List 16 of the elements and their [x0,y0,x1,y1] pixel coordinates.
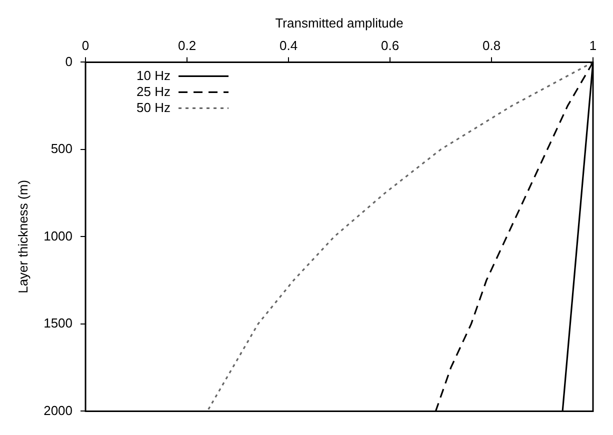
x-tick-label: 1 [589,38,597,53]
y-tick-label: 0 [65,54,73,69]
y-tick-label: 2000 [44,402,73,418]
x-axis-title: Transmitted amplitude [275,15,404,30]
y-tick-label: 500 [50,141,73,156]
x-tick-label: 0.2 [178,38,196,53]
x-tick-label: 0.6 [380,38,400,53]
legend-label: 10 Hz [136,68,171,83]
x-tick-label: 0.8 [482,38,501,53]
legend-label: 25 Hz [136,84,171,99]
legend-label: 50 Hz [136,100,171,115]
y-axis-title: Layer thickness (m) [15,180,30,294]
x-tick-label: 0.4 [279,38,298,53]
x-tick-label: 0 [82,38,90,53]
y-tick-label: 1500 [44,316,73,331]
y-tick-label: 1000 [44,228,73,244]
